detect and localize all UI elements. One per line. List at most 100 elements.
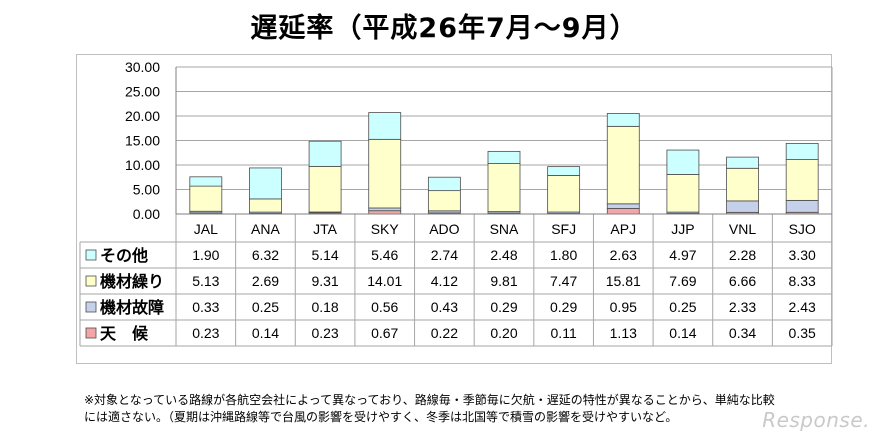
- table-cell: 4.97: [669, 247, 696, 263]
- table-cell: 2.33: [729, 299, 756, 315]
- bar-segment: [606, 113, 640, 127]
- table-cell: 1.80: [550, 247, 577, 263]
- table-cell: 0.95: [610, 299, 637, 315]
- category-label: SKY: [371, 221, 400, 237]
- category-label: SFJ: [551, 221, 576, 237]
- table-cell: 1.13: [610, 325, 637, 341]
- bar-segment: [249, 167, 282, 200]
- table-cell: 6.66: [729, 273, 756, 289]
- bar-segment: [487, 163, 521, 212]
- bar-segment: [726, 200, 759, 213]
- bar-segment: [666, 149, 700, 175]
- response-logo: Response.: [762, 408, 870, 432]
- table-cell: 0.35: [789, 325, 816, 341]
- category-label: SJO: [789, 221, 816, 237]
- table-cell: 0.25: [669, 299, 696, 315]
- bar-segment: [249, 198, 282, 213]
- bar-segment: [487, 150, 521, 164]
- legend-swatch: [85, 275, 97, 287]
- bar-segment: [606, 208, 640, 215]
- bar-segment: [606, 125, 640, 205]
- footnote-line-1: ※対象となっている路線が各航空会社によって異なっており、路線毎・季節毎に欠航・遅…: [84, 393, 775, 407]
- table-cell: 0.56: [371, 299, 398, 315]
- legend-label: その他: [100, 246, 148, 265]
- y-tick-label: 0.00: [133, 206, 160, 222]
- table-cell: 0.33: [192, 299, 219, 315]
- table-cell: 0.14: [252, 325, 279, 341]
- table-cell: 0.18: [311, 299, 338, 315]
- bar-segment: [308, 140, 342, 167]
- category-label: JTA: [313, 221, 338, 237]
- category-label: JJP: [671, 221, 694, 237]
- table-cell: 0.29: [490, 299, 517, 315]
- table-cell: 14.01: [367, 273, 402, 289]
- legend-label: 天 候: [100, 324, 149, 343]
- table-cell: 0.34: [729, 325, 756, 341]
- table-cell: 0.11: [551, 325, 577, 341]
- y-tick-label: 5.00: [133, 182, 160, 198]
- table-cell: 0.23: [311, 325, 338, 341]
- bar-segment: [427, 190, 461, 212]
- category-label: VNL: [729, 221, 756, 237]
- bar-segment: [726, 167, 759, 202]
- legend-swatch: [85, 301, 97, 313]
- legend-label: 機材故障: [100, 298, 164, 317]
- legend-label: 機材繰り: [100, 272, 164, 291]
- chart-title: 遅延率（平成26年7月～9月）: [250, 13, 638, 44]
- table-cell: 0.20: [490, 325, 517, 341]
- category-label: APJ: [610, 221, 636, 237]
- table-cell: 9.31: [311, 273, 338, 289]
- y-tick-label: 25.00: [125, 84, 160, 100]
- table-cell: 2.28: [729, 247, 756, 263]
- y-tick-label: 20.00: [125, 108, 160, 124]
- y-tick-label: 15.00: [125, 133, 160, 149]
- bar-segment: [666, 174, 700, 213]
- bar-segment: [547, 166, 581, 176]
- y-tick-label: 30.00: [125, 59, 160, 75]
- bar-segment: [726, 156, 759, 169]
- category-label: ANA: [251, 221, 280, 237]
- bar-segment: [368, 207, 402, 212]
- table-cell: 2.74: [431, 247, 458, 263]
- table-cell: 0.29: [550, 299, 577, 315]
- table-cell: 0.25: [252, 299, 279, 315]
- bar-segment: [606, 203, 640, 209]
- category-label: SNA: [490, 221, 519, 237]
- table-cell: 5.13: [192, 273, 219, 289]
- table-cell: 3.30: [789, 247, 816, 263]
- table-cell: 0.22: [431, 325, 458, 341]
- table-cell: 2.63: [610, 247, 637, 263]
- bar-segment: [189, 185, 223, 212]
- category-label: ADO: [429, 221, 459, 237]
- table-cell: 0.23: [192, 325, 219, 341]
- table-cell: 9.81: [490, 273, 517, 289]
- table-cell: 5.46: [371, 247, 398, 263]
- table-cell: 7.69: [669, 273, 696, 289]
- table-cell: 15.81: [606, 273, 641, 289]
- bar-segment: [785, 142, 819, 160]
- category-label: JAL: [194, 221, 218, 237]
- bar-segment: [189, 176, 223, 187]
- bar-segment: [368, 138, 402, 209]
- footnote: ※対象となっている路線が各航空会社によって異なっており、路線毎・季節毎に欠航・遅…: [84, 392, 864, 426]
- legend-swatch: [85, 249, 97, 261]
- table-cell: 8.33: [789, 273, 816, 289]
- table-cell: 1.90: [192, 247, 219, 263]
- table-cell: 0.43: [431, 299, 458, 315]
- table-cell: 5.14: [311, 247, 338, 263]
- bar-segment: [785, 159, 819, 201]
- table-cell: 7.47: [550, 273, 577, 289]
- table-cell: 0.14: [669, 325, 696, 341]
- table-cell: 0.67: [371, 325, 398, 341]
- bar-segment: [368, 112, 402, 140]
- table-cell: 6.32: [252, 247, 279, 263]
- table-cell: 2.43: [789, 299, 816, 315]
- table-cell: 2.48: [490, 247, 517, 263]
- bar-segment: [427, 176, 461, 192]
- bar-segment: [785, 199, 819, 213]
- legend-swatch: [85, 327, 97, 339]
- footnote-line-2: には適さない。（夏期は沖縄路線等で台風の影響を受けやすく、冬季は北国等で積雪の影…: [84, 410, 678, 424]
- table-cell: 2.69: [252, 273, 279, 289]
- table-cell: 4.12: [431, 273, 458, 289]
